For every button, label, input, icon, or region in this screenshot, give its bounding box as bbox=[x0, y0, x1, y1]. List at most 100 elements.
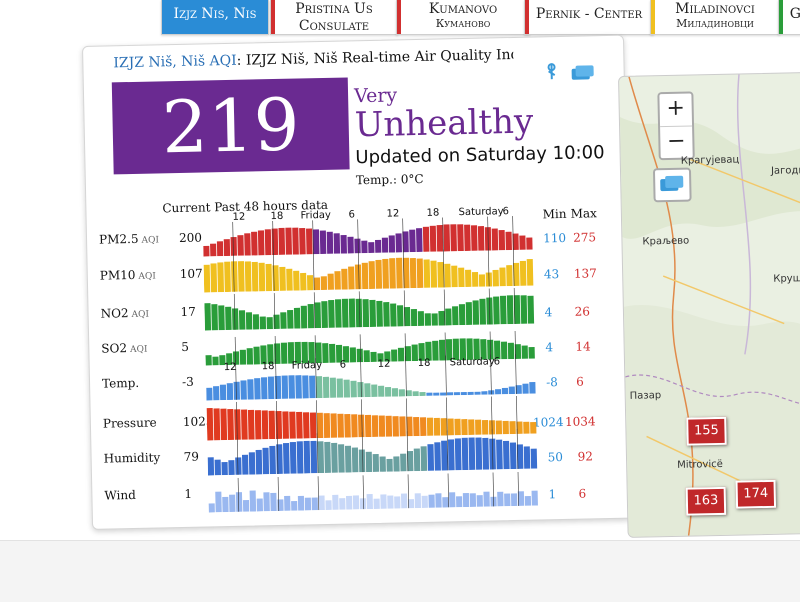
tab-pernik[interactable]: Pernik - Center bbox=[524, 0, 654, 35]
tab-color-bar bbox=[397, 0, 401, 34]
history-bar bbox=[358, 449, 366, 473]
history-bar bbox=[299, 227, 306, 255]
history-bar bbox=[354, 264, 362, 290]
time-label: 18 bbox=[417, 357, 431, 370]
widget-icon[interactable] bbox=[570, 64, 596, 83]
map-marker-174[interactable]: 174 bbox=[735, 479, 777, 509]
time-tick bbox=[443, 249, 445, 288]
history-bar bbox=[443, 224, 451, 252]
history-bar bbox=[325, 500, 332, 510]
history-bar bbox=[297, 495, 305, 511]
history-bar bbox=[371, 384, 378, 398]
history-bar bbox=[320, 276, 328, 291]
history-bar bbox=[295, 375, 302, 399]
history-bar bbox=[281, 375, 289, 399]
time-tick bbox=[406, 431, 409, 472]
tab-next[interactable]: Ga bbox=[778, 0, 800, 35]
share-icon[interactable] bbox=[543, 61, 559, 81]
row-max-value: 6 bbox=[578, 486, 587, 501]
row-current-value: 79 bbox=[183, 449, 200, 464]
station-link[interactable]: IZJZ Niš, Niš AQI bbox=[113, 52, 237, 72]
station-map[interactable]: + − Крагујевац Јагодин Краљево Круше Паз… bbox=[618, 71, 800, 538]
zoom-in-button[interactable]: + bbox=[659, 93, 693, 128]
history-bar bbox=[251, 231, 258, 256]
history-bar bbox=[456, 496, 463, 508]
history-bar bbox=[442, 497, 449, 508]
history-bar bbox=[309, 412, 317, 439]
time-tick bbox=[357, 219, 359, 254]
time-tick bbox=[516, 395, 518, 434]
history-bar bbox=[322, 376, 330, 399]
history-bar bbox=[523, 446, 531, 469]
history-bar bbox=[363, 350, 370, 363]
history-bar bbox=[321, 301, 328, 329]
history-bar bbox=[530, 422, 537, 434]
history-bar bbox=[411, 344, 419, 362]
tab-pristina[interactable]: Pristina Us Consulate bbox=[270, 0, 398, 35]
history-bar bbox=[293, 270, 300, 291]
history-bar bbox=[247, 409, 255, 440]
history-bar bbox=[238, 310, 246, 330]
history-bar bbox=[444, 263, 451, 288]
row-min-value: 4 bbox=[544, 305, 553, 320]
zoom-out-button[interactable]: − bbox=[666, 128, 686, 154]
history-bar bbox=[276, 444, 283, 475]
history-bar bbox=[265, 263, 273, 292]
history-bar bbox=[219, 384, 227, 401]
history-bar bbox=[468, 437, 476, 470]
header-description: IZJZ Niš, Niš Real-time Air Quality Inde… bbox=[245, 46, 514, 69]
history-bar bbox=[519, 235, 526, 250]
history-bar bbox=[366, 494, 373, 510]
time-tick bbox=[233, 293, 236, 330]
row-max-value: 92 bbox=[577, 449, 594, 464]
history-bar bbox=[240, 380, 247, 400]
history-bar bbox=[381, 237, 389, 253]
history-bar bbox=[345, 495, 353, 510]
tab-kumanovo[interactable]: Kumanovo Куманово bbox=[396, 0, 530, 35]
history-bar bbox=[491, 228, 499, 251]
history-bar bbox=[244, 261, 252, 292]
history-bar bbox=[300, 272, 307, 291]
tab-miladinovci[interactable]: Miladinovci Миладиновци bbox=[650, 0, 780, 35]
tab-label: Ga bbox=[789, 6, 800, 22]
history-bar bbox=[259, 316, 267, 330]
row-unit: AQI bbox=[141, 235, 160, 246]
history-bar bbox=[365, 451, 373, 473]
history-bar bbox=[501, 387, 509, 395]
history-bar bbox=[417, 311, 425, 327]
history-bar bbox=[239, 349, 247, 365]
row-name: Temp. bbox=[101, 375, 140, 391]
time-tick bbox=[515, 353, 517, 394]
city-label: Mitrovicë bbox=[677, 458, 723, 471]
time-tick bbox=[487, 216, 489, 251]
history-bar bbox=[319, 230, 327, 255]
time-tick bbox=[491, 429, 494, 470]
history-bar bbox=[217, 262, 225, 293]
time-tick bbox=[446, 397, 448, 436]
time-tick bbox=[276, 400, 278, 440]
row-name: SO2 bbox=[101, 341, 128, 356]
history-bar bbox=[216, 241, 224, 257]
history-bar bbox=[519, 260, 527, 286]
history-bar bbox=[354, 238, 361, 254]
map-marker-155[interactable]: 155 bbox=[686, 416, 727, 446]
map-marker-163[interactable]: 163 bbox=[685, 486, 727, 516]
row-history-chart bbox=[203, 248, 534, 293]
history-bar bbox=[399, 416, 406, 437]
history-bar bbox=[304, 497, 312, 511]
history-bar bbox=[429, 225, 437, 252]
history-bar bbox=[377, 353, 384, 362]
tab-izjz-nis[interactable]: Izjz Nis, Nis bbox=[161, 0, 269, 35]
time-tick bbox=[488, 248, 490, 287]
time-tick bbox=[402, 218, 404, 253]
time-tick bbox=[362, 475, 365, 510]
history-bar bbox=[412, 391, 419, 397]
history-bar bbox=[289, 411, 296, 439]
map-layers-button[interactable] bbox=[652, 167, 692, 203]
history-bar bbox=[289, 441, 297, 474]
history-bar bbox=[364, 414, 372, 438]
history-bar bbox=[206, 408, 214, 441]
history-bar bbox=[341, 298, 349, 328]
history-bar bbox=[241, 409, 248, 440]
history-bar bbox=[481, 419, 489, 435]
